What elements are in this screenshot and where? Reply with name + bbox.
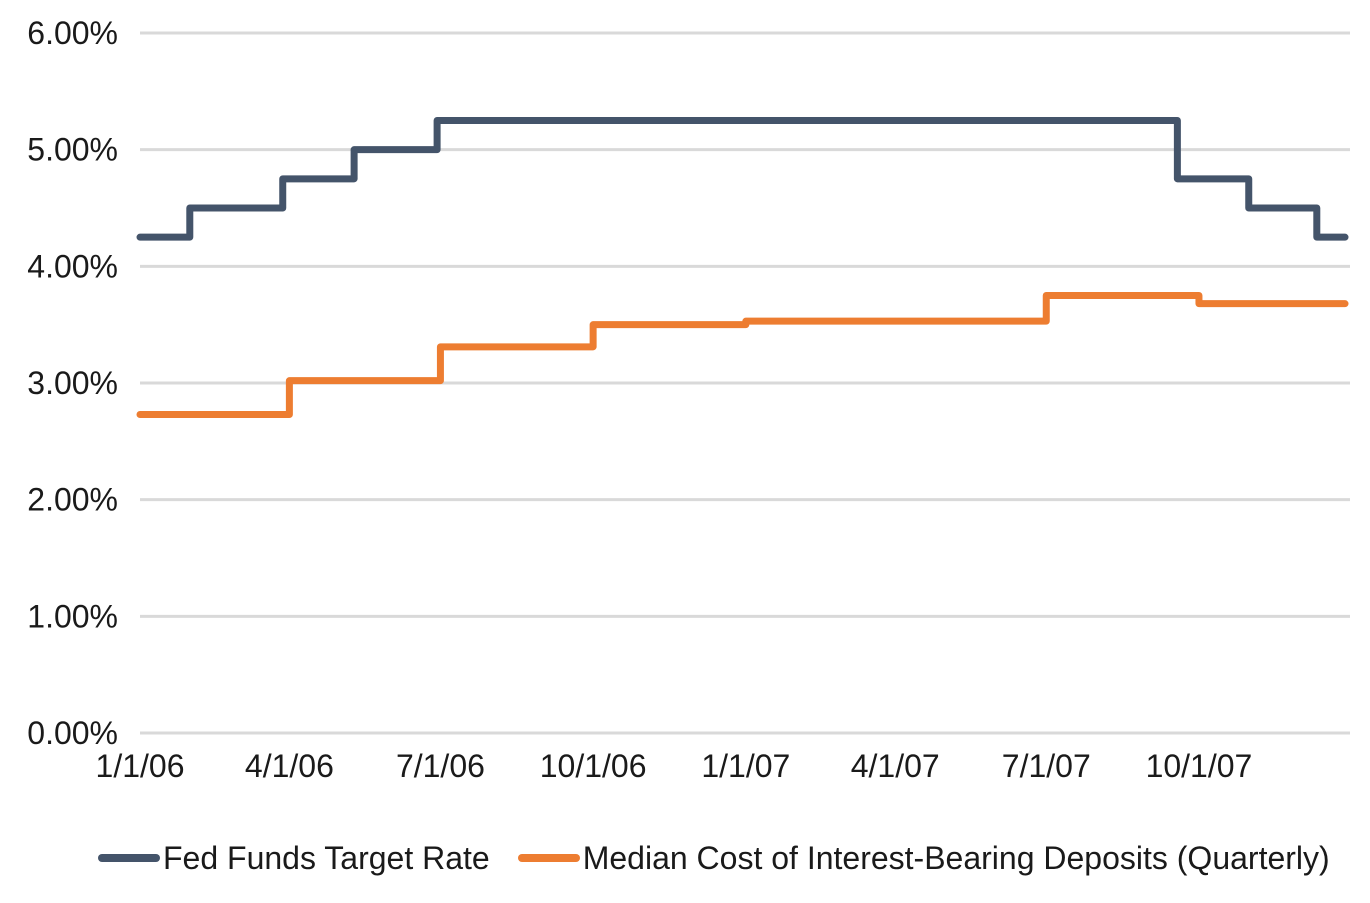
y-tick-label: 3.00% bbox=[27, 365, 118, 401]
x-tick-label: 10/1/07 bbox=[1146, 748, 1253, 784]
y-tick-label: 1.00% bbox=[27, 598, 118, 634]
legend-swatch-deposits bbox=[517, 854, 580, 862]
y-tick-label: 6.00% bbox=[27, 15, 118, 51]
x-tick-label: 10/1/06 bbox=[540, 748, 647, 784]
x-tick-label: 4/1/06 bbox=[245, 748, 334, 784]
y-tick-label: 2.00% bbox=[27, 482, 118, 518]
series-line-fed-funds bbox=[136, 117, 1349, 241]
x-tick-label: 1/1/06 bbox=[96, 748, 185, 784]
legend-label-deposits: Median Cost of Interest-Bearing Deposits… bbox=[582, 840, 1330, 876]
y-tick-label: 5.00% bbox=[27, 132, 118, 168]
x-tick-label: 7/1/07 bbox=[1002, 748, 1091, 784]
legend-swatch-fed-funds bbox=[98, 854, 160, 862]
legend-label-fed-funds: Fed Funds Target Rate bbox=[163, 840, 490, 876]
y-tick-label: 0.00% bbox=[27, 715, 118, 751]
legend-item-deposits: Median Cost of Interest-Bearing Deposits… bbox=[517, 840, 1330, 876]
chart-legend: Fed Funds Target Rate Median Cost of Int… bbox=[98, 840, 1330, 876]
x-tick-label: 7/1/06 bbox=[396, 748, 485, 784]
series-line-deposits bbox=[136, 292, 1349, 418]
y-tick-label: 4.00% bbox=[27, 248, 118, 284]
chart-plot: 0.00% 1.00% 2.00% 3.00% 4.00% 5.00% 6.00% 1/1/0… bbox=[27, 15, 1350, 784]
x-tick-label: 4/1/07 bbox=[851, 748, 940, 784]
x-tick-label: 1/1/07 bbox=[701, 748, 790, 784]
legend-item-fed-funds: Fed Funds Target Rate bbox=[98, 840, 490, 876]
